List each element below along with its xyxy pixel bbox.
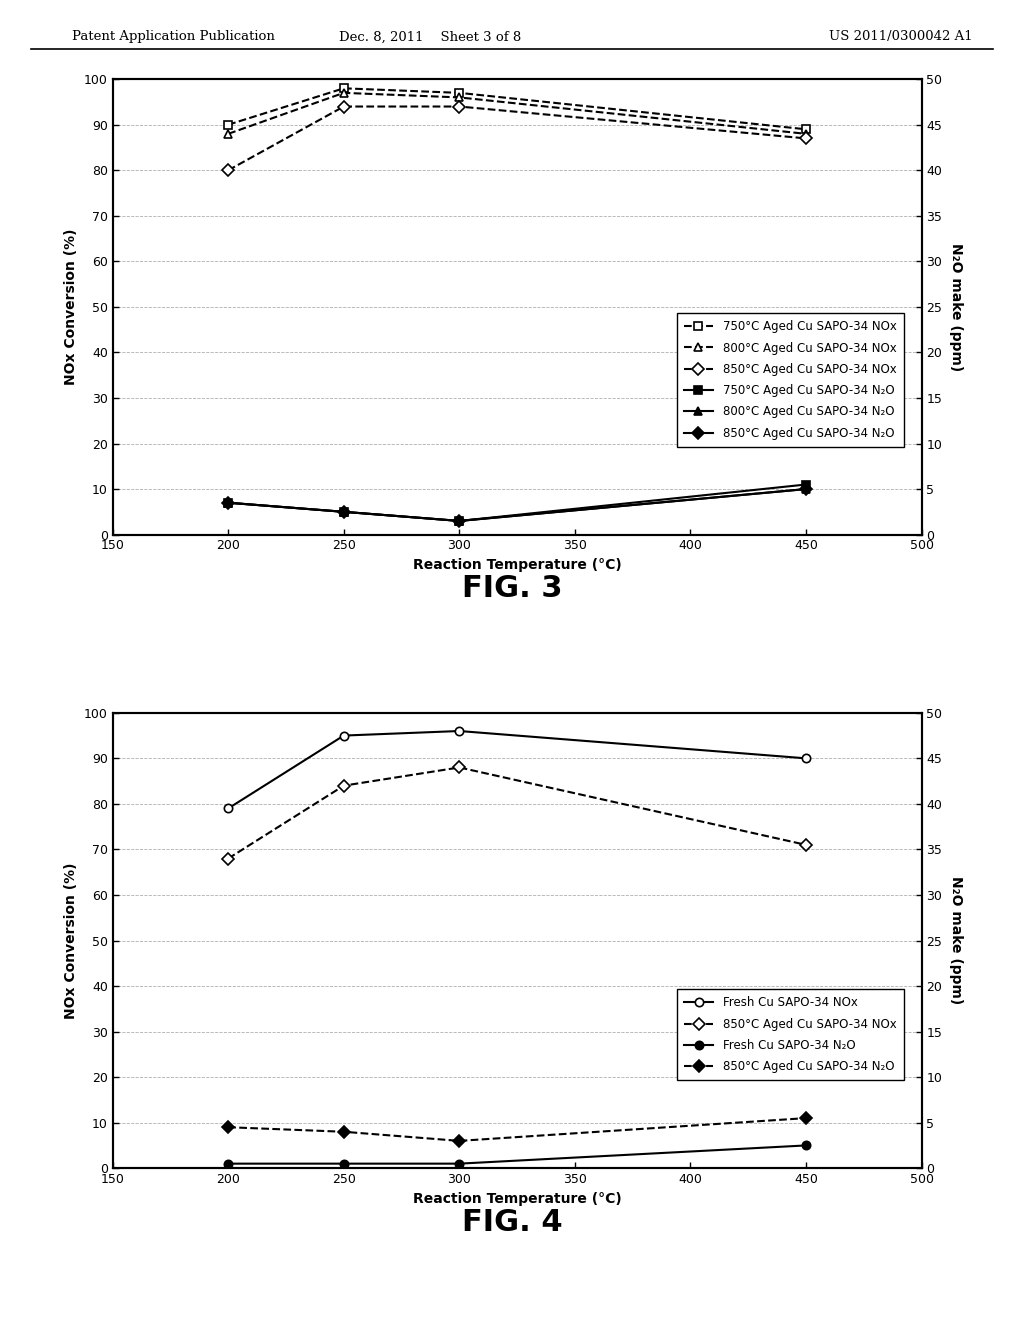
Y-axis label: NOx Conversion (%): NOx Conversion (%) [65, 862, 79, 1019]
Text: Dec. 8, 2011    Sheet 3 of 8: Dec. 8, 2011 Sheet 3 of 8 [339, 30, 521, 44]
Y-axis label: N₂O make (ppm): N₂O make (ppm) [949, 243, 964, 371]
X-axis label: Reaction Temperature (°C): Reaction Temperature (°C) [413, 558, 622, 572]
Text: FIG. 3: FIG. 3 [462, 574, 562, 603]
Legend: 750°C Aged Cu SAPO-34 NOx, 800°C Aged Cu SAPO-34 NOx, 850°C Aged Cu SAPO-34 NOx,: 750°C Aged Cu SAPO-34 NOx, 800°C Aged Cu… [677, 313, 903, 446]
Legend: Fresh Cu SAPO-34 NOx, 850°C Aged Cu SAPO-34 NOx, Fresh Cu SAPO-34 N₂O, 850°C Age: Fresh Cu SAPO-34 NOx, 850°C Aged Cu SAPO… [677, 990, 903, 1080]
Text: FIG. 4: FIG. 4 [462, 1208, 562, 1237]
Text: US 2011/0300042 A1: US 2011/0300042 A1 [829, 30, 973, 44]
Text: Patent Application Publication: Patent Application Publication [72, 30, 274, 44]
X-axis label: Reaction Temperature (°C): Reaction Temperature (°C) [413, 1192, 622, 1205]
Y-axis label: NOx Conversion (%): NOx Conversion (%) [65, 228, 79, 385]
Y-axis label: N₂O make (ppm): N₂O make (ppm) [949, 876, 964, 1005]
